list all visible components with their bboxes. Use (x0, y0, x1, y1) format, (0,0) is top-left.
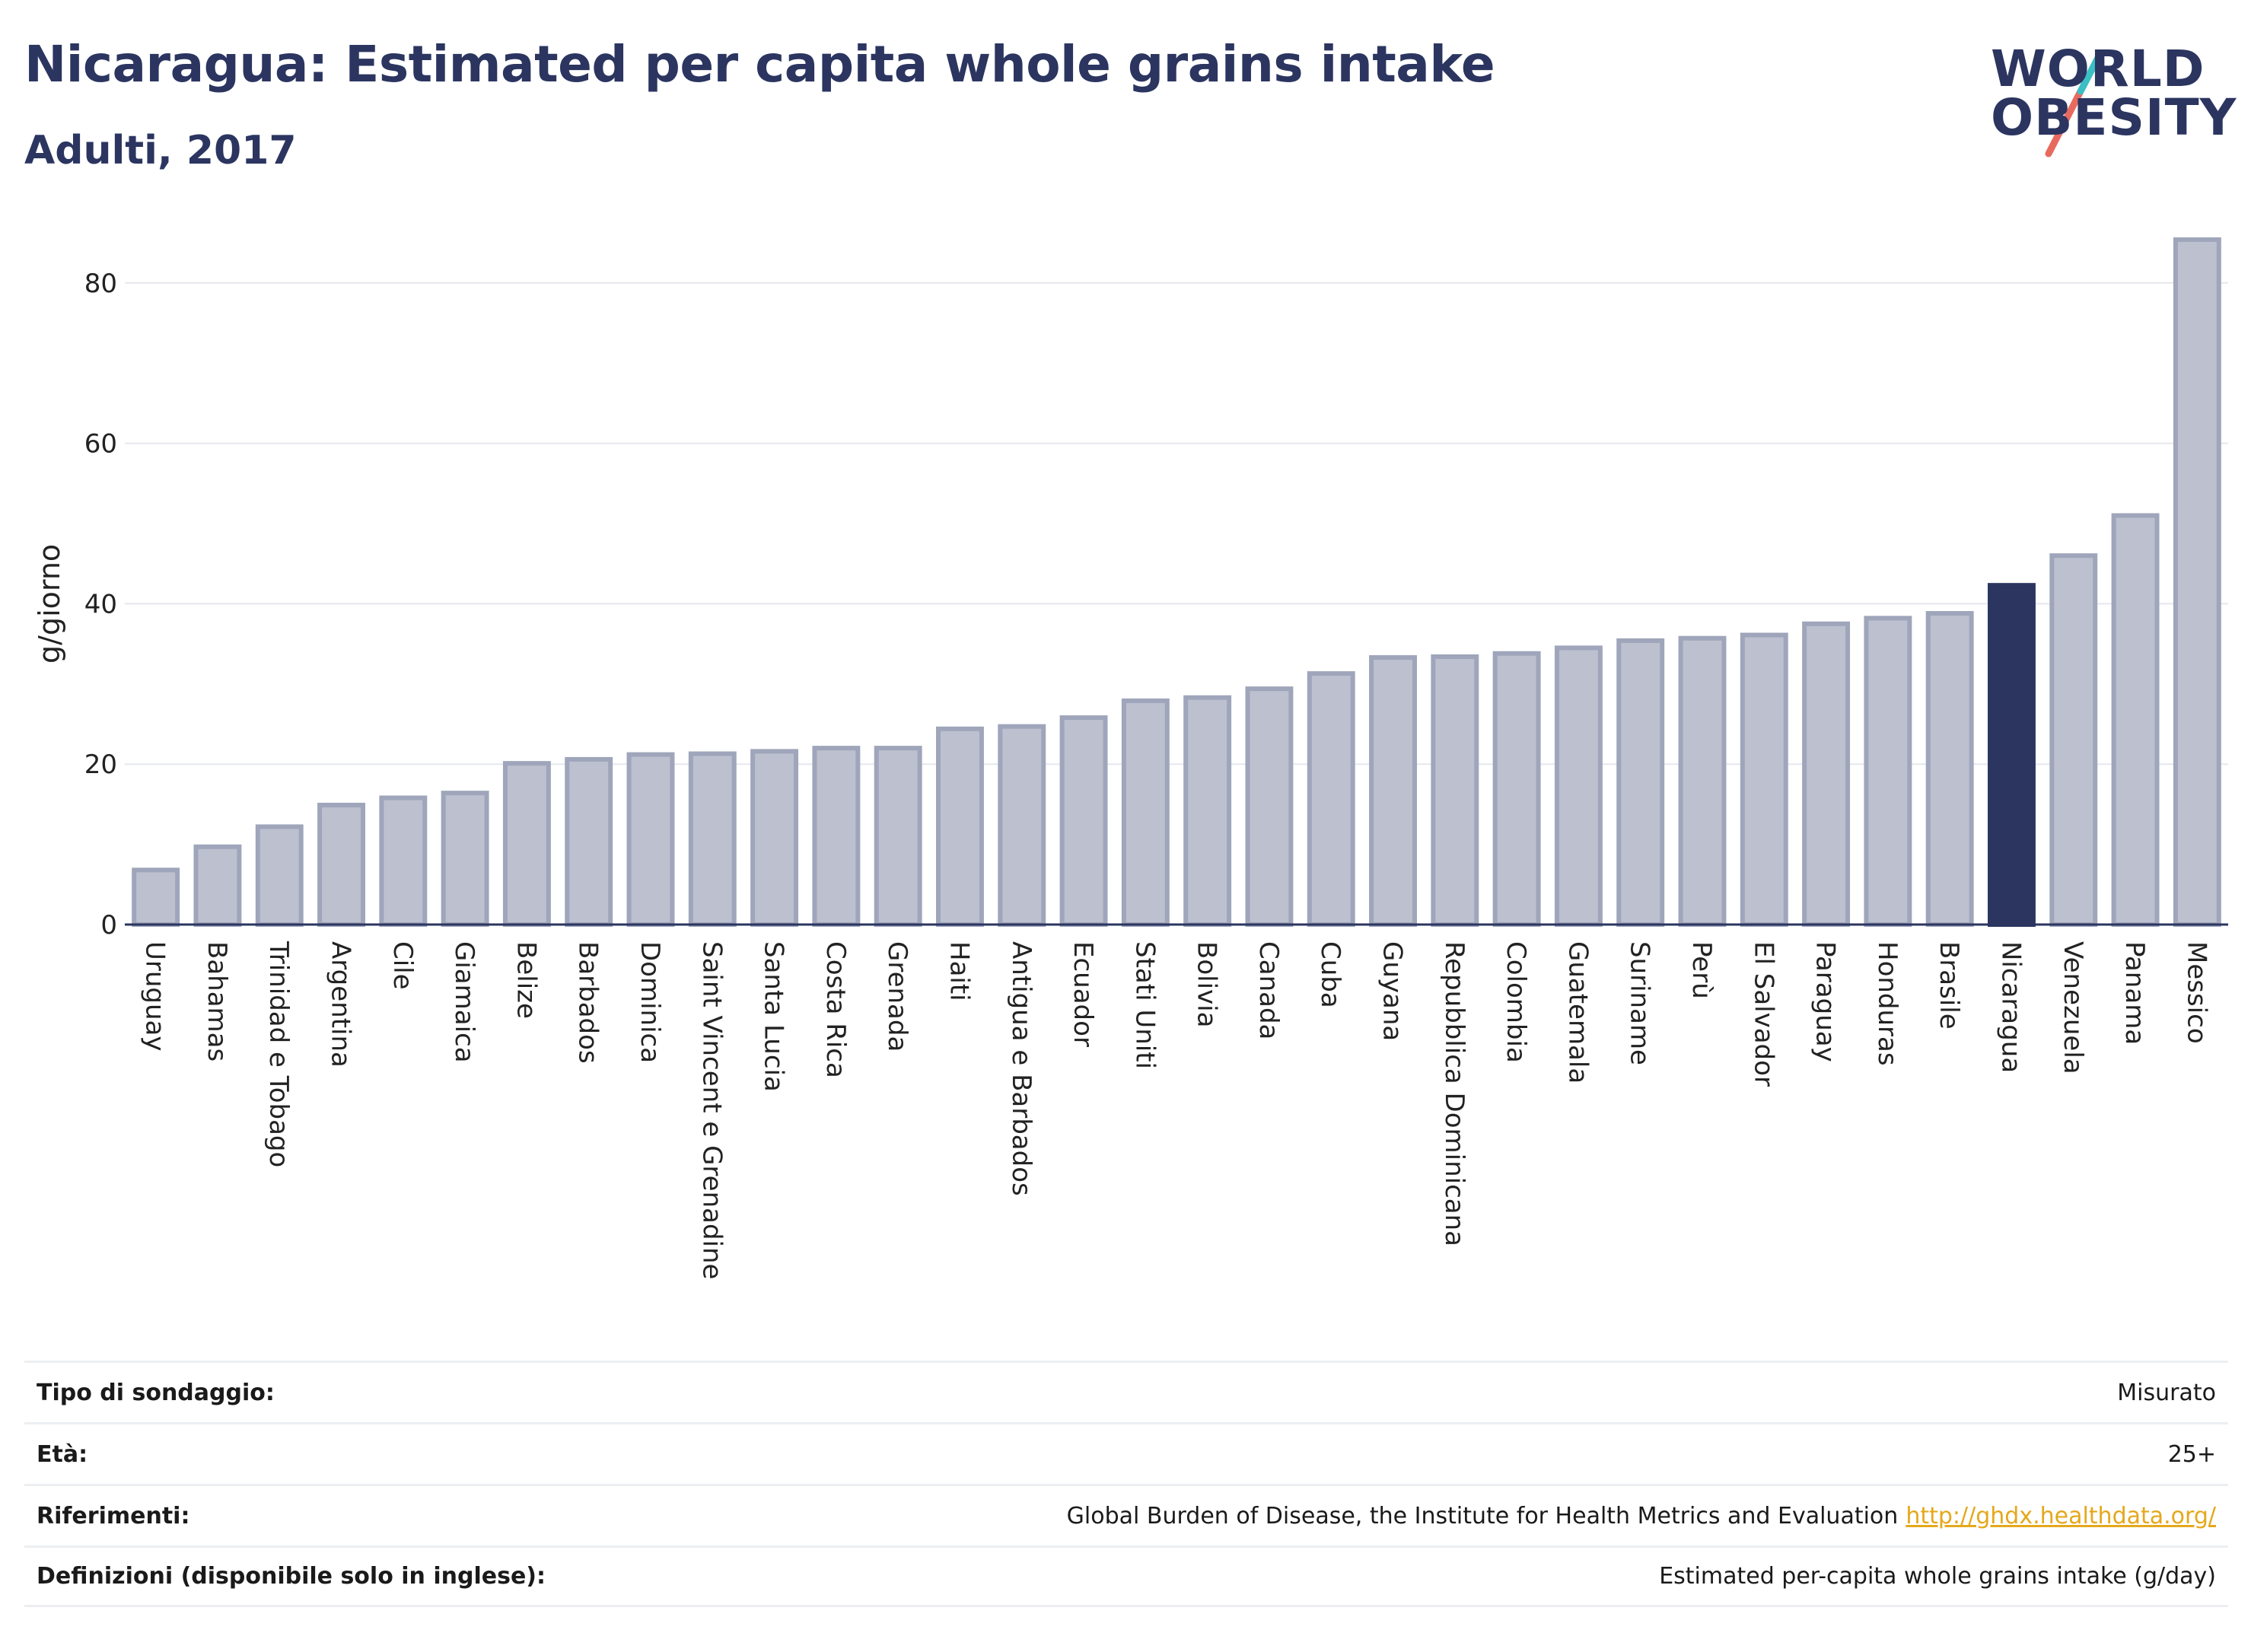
y-tick-label: 40 (84, 589, 117, 619)
chart-subtitle: Adulti, 2017 (24, 128, 297, 173)
info-key: Definizioni (disponibile solo in inglese… (37, 1563, 546, 1590)
x-tick-label: Costa Rica (820, 941, 851, 1078)
bar-el-salvador (1740, 632, 1788, 927)
info-key: Riferimenti: (37, 1502, 190, 1529)
x-tick-label: Cile (387, 941, 418, 990)
bar-uruguay (132, 867, 180, 927)
bar-ecuador (1059, 715, 1108, 927)
y-tick-label: 60 (84, 429, 117, 460)
info-value-wrap: Global Burden of Disease, the Institute … (1067, 1503, 2216, 1529)
info-row-age: Età: 25+ (24, 1422, 2228, 1484)
x-tick-label: Belize (511, 941, 541, 1019)
bar-cile (379, 795, 428, 928)
bar-grenada (874, 746, 922, 927)
bar-canada (1245, 686, 1294, 928)
x-tick-label: Paraguay (1810, 941, 1841, 1062)
info-key: Tipo di sondaggio: (37, 1379, 275, 1406)
bar-haiti (936, 726, 984, 927)
y-tick-label: 80 (84, 269, 117, 299)
bar-nicaragua (1988, 583, 2036, 928)
x-tick-label: Venezuela (2058, 941, 2088, 1074)
info-key: Età: (37, 1440, 88, 1468)
y-tick-label: 20 (84, 750, 117, 780)
bar-cuba (1307, 671, 1355, 928)
x-tick-label: Perù (1686, 941, 1717, 999)
info-row-definitions: Definizioni (disponibile solo in inglese… (24, 1545, 2228, 1607)
bar-dominica (626, 752, 675, 927)
x-tick-label: Honduras (1872, 941, 1902, 1066)
bar-saint-vincent-e-grenadine (688, 751, 737, 927)
bar-belize (502, 761, 551, 927)
info-value: Misurato (2117, 1379, 2216, 1406)
x-tick-label: Guatemala (1562, 941, 1593, 1084)
x-tick-label: Barbados (573, 941, 603, 1064)
bar-antigua-e-barbados (998, 724, 1046, 927)
bar-bolivia (1183, 695, 1232, 928)
bar-guyana (1369, 655, 1417, 927)
x-tick-label: Giamaica (449, 941, 479, 1063)
bar-stati-uniti (1121, 698, 1170, 928)
bar-panama (2111, 513, 2160, 927)
x-tick-label: Panama (2119, 941, 2150, 1045)
x-tick-label: Uruguay (140, 941, 170, 1052)
logo-line-2: OBESITY (1991, 88, 2237, 147)
bar-santa-lucia (750, 749, 799, 927)
bar-suriname (1616, 638, 1665, 927)
bar-paraguay (1802, 621, 1851, 927)
world-obesity-logo[interactable]: WORLD OBESITY (1979, 23, 2237, 160)
y-axis-title: g/giorno (33, 544, 66, 664)
bar-giamaica (441, 791, 489, 927)
x-tick-label: Ecuador (1068, 941, 1098, 1047)
bar-repubblica-dominicana (1431, 654, 1479, 927)
x-tick-label: Suriname (1625, 941, 1655, 1065)
bar-per- (1678, 635, 1727, 927)
x-tick-label: Dominica (635, 941, 665, 1063)
info-value: 25+ (2167, 1440, 2216, 1468)
info-table: Tipo di sondaggio: Misurato Età: 25+ Rif… (24, 1361, 2228, 1607)
x-tick-label: El Salvador (1748, 941, 1778, 1087)
info-value: Global Burden of Disease, the Institute … (1066, 1502, 1899, 1529)
bar-brasile (1925, 611, 1974, 927)
x-tick-label: Haiti (944, 941, 974, 1001)
x-tick-label: Antigua e Barbados (1006, 941, 1036, 1196)
x-tick-label: Saint Vincent e Grenadine (696, 941, 727, 1279)
bar-messico (2173, 237, 2221, 928)
bar-argentina (317, 802, 365, 927)
bar-guatemala (1554, 645, 1603, 927)
x-tick-label: Nicaragua (1995, 941, 2026, 1073)
x-tick-label: Guyana (1377, 941, 1408, 1041)
info-row-survey-type: Tipo di sondaggio: Misurato (24, 1361, 2228, 1422)
x-tick-label: Messico (2181, 941, 2211, 1044)
bar-chart: 0 20 40 60 80 g/giorno Uruguay Bahamas Trinidad … (33, 237, 2228, 1279)
x-tick-label: Santa Lucia (759, 941, 789, 1092)
logo-line-1: WORLD (1991, 40, 2205, 98)
reference-link[interactable]: http://ghdx.healthdata.org/ (1906, 1502, 2216, 1529)
logo-slash-icon (2045, 49, 2104, 158)
y-tick-label: 0 (100, 910, 117, 941)
bar-trinidad-e-tobago (255, 824, 304, 927)
x-tick-label: Stati Uniti (1129, 941, 1160, 1069)
x-tick-label: Colombia (1501, 941, 1531, 1063)
x-tick-label: Brasile (1934, 941, 1964, 1030)
bar-barbados (565, 756, 613, 927)
bar-costa-rica (812, 746, 861, 927)
info-row-references: Riferimenti: Global Burden of Disease, t… (24, 1484, 2228, 1545)
x-tick-label: Bolivia (1192, 941, 1222, 1027)
x-tick-label: Repubblica Dominicana (1439, 941, 1469, 1246)
chart-title: Nicaragua: Estimated per capita whole gr… (24, 35, 1495, 94)
x-tick-label: Trinidad e Tobago (263, 941, 294, 1167)
x-tick-label: Bahamas (202, 941, 232, 1062)
x-tick-label: Canada (1253, 941, 1284, 1039)
bar-bahamas (193, 844, 242, 928)
x-tick-label: Cuba (1315, 941, 1345, 1008)
bar-venezuela (2049, 553, 2098, 927)
info-value: Estimated per-capita whole grains intake… (1659, 1563, 2216, 1590)
bar-colombia (1492, 651, 1541, 927)
x-tick-label: Argentina (326, 941, 356, 1068)
bar-honduras (1864, 616, 1912, 927)
x-tick-label: Grenada (882, 941, 912, 1052)
